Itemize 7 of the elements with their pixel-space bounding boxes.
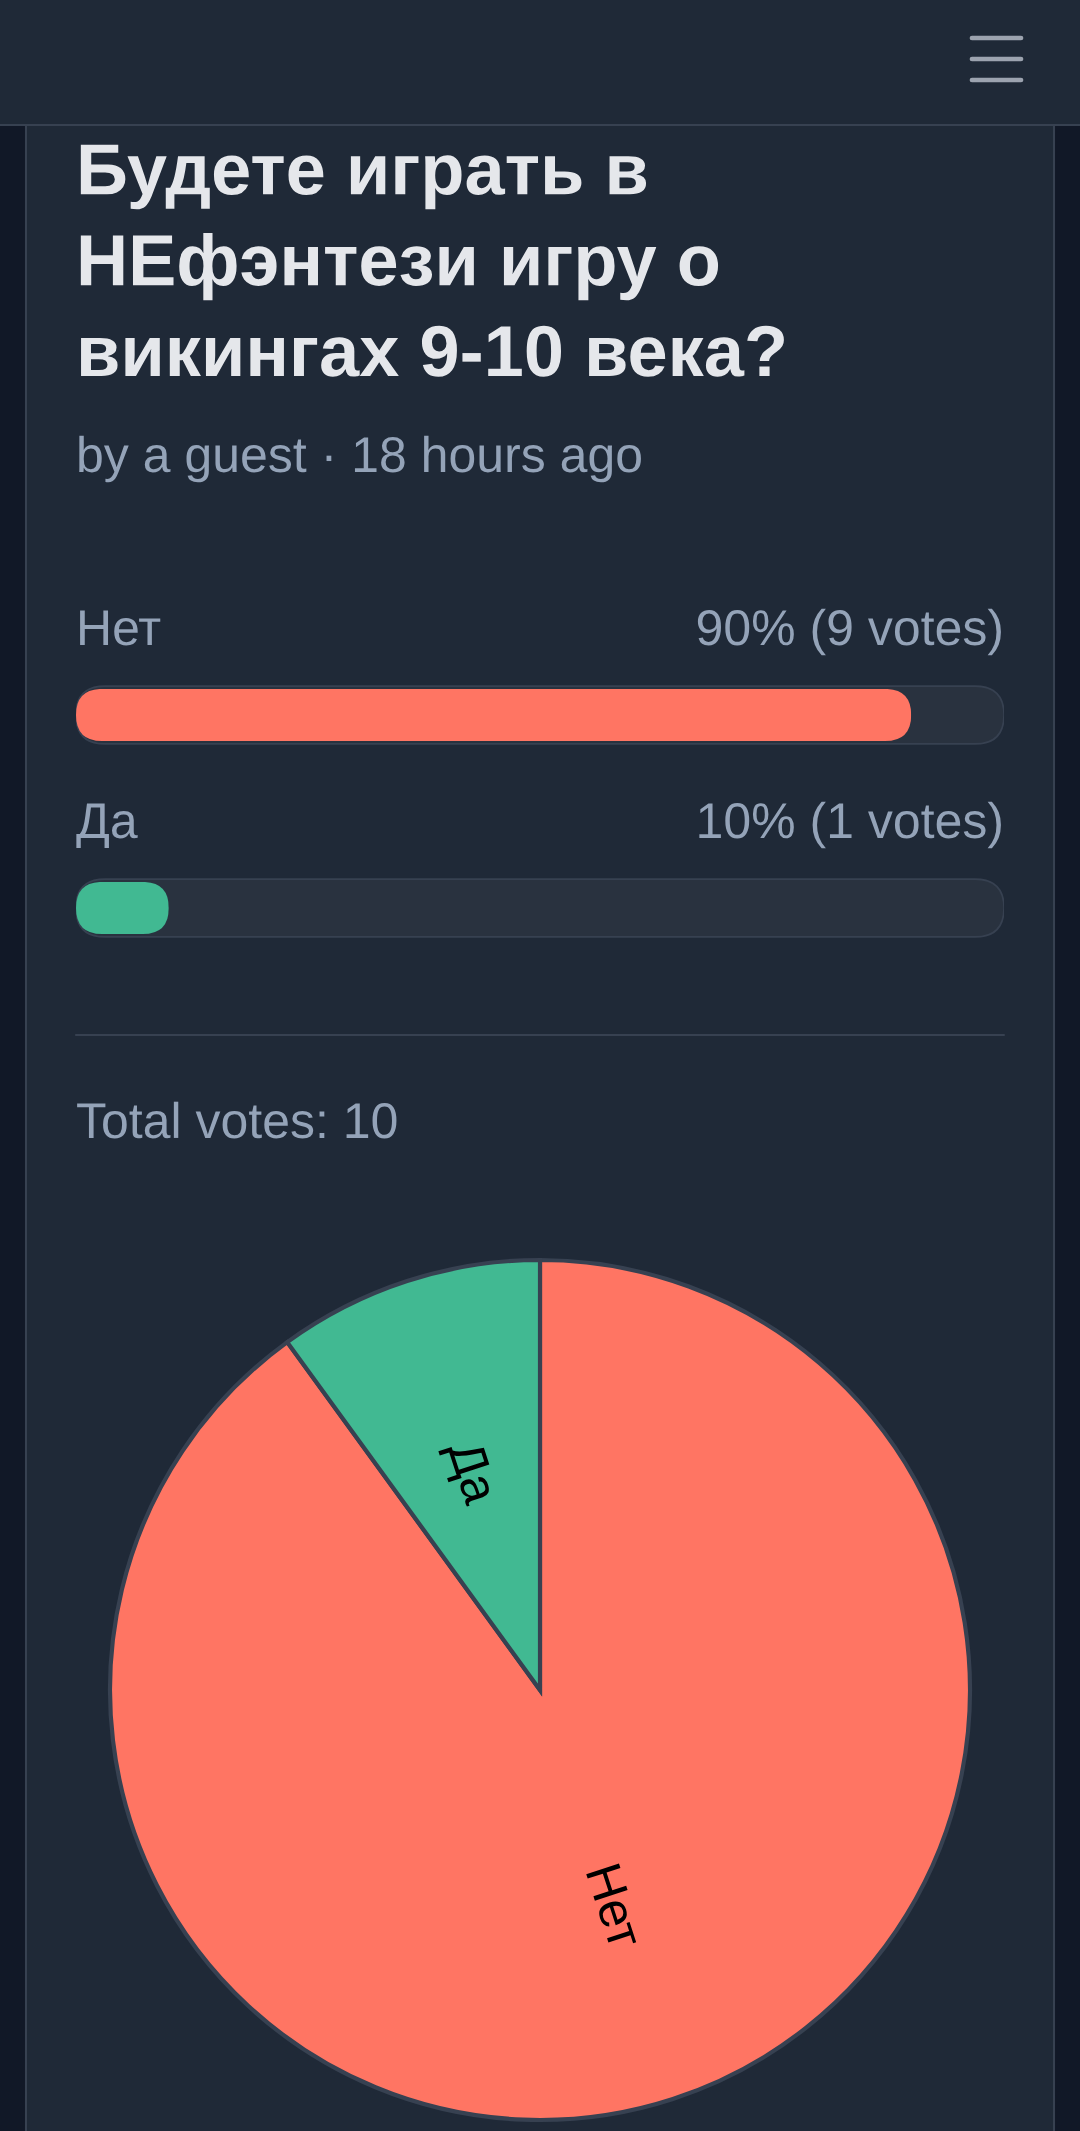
text: Total votes: 10 <box>77 1101 397 1139</box>
slice-label: Да <box>438 1437 500 1510</box>
chart-title: Будете играть в НЕфэнтези игру о викингах 9-10 века? <box>80 144 784 377</box>
data-label: 10% (1 votes) <box>699 801 1001 849</box>
data-label: 90% (9 votes) <box>697 608 1001 656</box>
slice-label: Нет <box>585 1863 644 1951</box>
chart-subtitle: by a guest · 18 hours ago <box>79 435 641 483</box>
